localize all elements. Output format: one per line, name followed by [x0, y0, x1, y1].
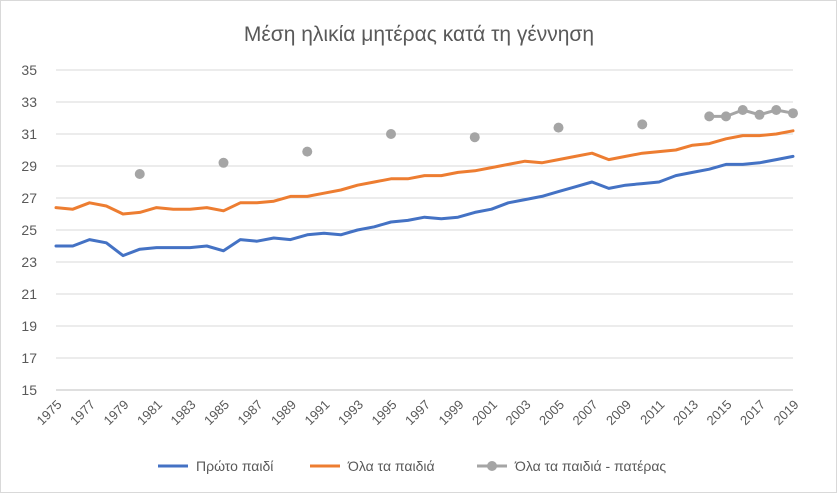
x-tick-label: 2007 — [569, 397, 600, 428]
x-tick-label: 2017 — [737, 397, 768, 428]
data-point — [218, 157, 229, 168]
x-tick-label: 2003 — [502, 397, 533, 428]
data-point — [788, 108, 798, 119]
x-tick-label: 1981 — [134, 397, 165, 428]
y-tick-label: 27 — [21, 190, 37, 206]
legend-marker — [487, 461, 497, 471]
y-tick-label: 35 — [21, 62, 37, 78]
data-point — [704, 111, 715, 122]
data-point — [302, 146, 313, 157]
x-tick-label: 1977 — [67, 397, 98, 428]
x-tick-label: 2011 — [637, 397, 667, 427]
x-tick-label: 2019 — [770, 397, 801, 428]
x-tick-label: 1991 — [301, 397, 332, 428]
data-point — [637, 119, 648, 130]
x-tick-label: 1993 — [335, 397, 366, 428]
y-tick-label: 25 — [21, 222, 37, 238]
x-tick-label: 2009 — [603, 397, 634, 428]
x-tick-label: 1989 — [268, 397, 299, 428]
x-tick-label: 2005 — [536, 397, 567, 428]
series-layer — [54, 105, 798, 258]
series-line — [54, 129, 795, 216]
data-point — [469, 132, 480, 143]
data-point — [134, 169, 145, 179]
y-tick-label: 21 — [21, 286, 37, 302]
x-tick-label: 1995 — [368, 397, 399, 428]
grid-layer — [56, 69, 793, 391]
y-tick-label: 19 — [21, 318, 37, 334]
data-point — [386, 129, 396, 139]
chart-title: Μέση ηλικία μητέρας κατά τη γέννηση — [244, 23, 594, 46]
x-tick-label: 1987 — [234, 397, 265, 428]
data-point — [553, 122, 564, 133]
x-tick-label: 1979 — [100, 397, 131, 428]
y-tick-label: 17 — [21, 350, 37, 366]
x-tick-label: 1983 — [167, 397, 198, 428]
y-axis-ticks: 15 17 19 21 23 25 27 29 31 33 35 — [21, 62, 37, 398]
y-tick-label: 31 — [21, 126, 37, 142]
series-line — [54, 154, 795, 258]
x-tick-label: 1997 — [402, 397, 433, 428]
legend: Πρώτο παιδί Όλα τα παιδιά Όλα τα παιδιά - … — [158, 458, 666, 474]
x-tick-label: 2013 — [670, 397, 701, 428]
legend-label: Πρώτο παιδί — [196, 458, 273, 474]
y-tick-label: 23 — [21, 254, 37, 270]
legend-label: Όλα τα παιδιά — [347, 458, 435, 474]
data-point — [737, 105, 748, 115]
y-tick-label: 33 — [21, 94, 37, 110]
x-tick-label: 2001 — [469, 397, 500, 428]
x-axis-ticks: 1975 1977 1979 1981 1983 1985 1987 1989 1991 1993… — [33, 397, 801, 428]
x-tick-label: 1999 — [435, 397, 466, 428]
x-tick-label: 1975 — [33, 397, 64, 428]
x-tick-label: 2015 — [703, 397, 734, 428]
data-point — [771, 105, 782, 115]
x-tick-label: 1985 — [201, 397, 232, 428]
data-point — [754, 109, 765, 120]
legend-label: Όλα τα παιδιά - πατέρας — [514, 458, 666, 474]
y-tick-label: 15 — [21, 382, 37, 398]
data-point — [721, 111, 731, 122]
y-tick-label: 29 — [21, 158, 37, 174]
